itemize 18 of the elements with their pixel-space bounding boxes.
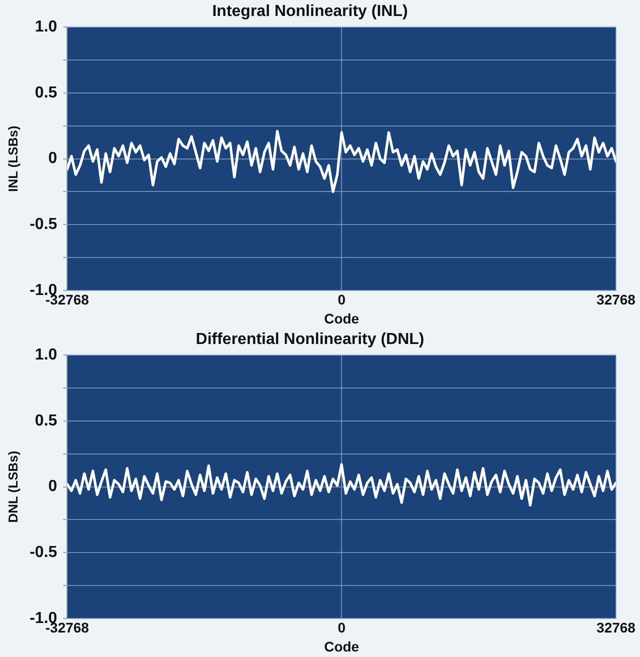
x-axis-title: Code [324, 638, 360, 654]
x-tick-label: 32768 [596, 292, 636, 308]
x-tick-label: 0 [338, 620, 346, 636]
chart-title: Differential Nonlinearity (DNL) [196, 331, 424, 348]
y-axis-title: DNL (LSBs) [5, 450, 20, 523]
y-tick-label: -0.5 [30, 216, 58, 234]
y-axis-title: INL (LSBs) [5, 126, 20, 192]
y-tick-label: 0 [48, 150, 58, 168]
x-tick-label: 32768 [596, 620, 636, 636]
chart-title: Integral Nonlinearity (INL) [212, 3, 408, 20]
x-tick-label: 0 [338, 292, 346, 308]
y-tick-label: -0.5 [30, 544, 58, 562]
y-tick-label: 0 [48, 478, 58, 496]
y-tick-label: 0.5 [34, 84, 58, 102]
x-axis-title: Code [324, 310, 360, 326]
y-tick-label: 1.0 [34, 18, 58, 36]
y-tick-label: 1.0 [34, 346, 58, 364]
y-tick-label: 0.5 [34, 412, 58, 430]
